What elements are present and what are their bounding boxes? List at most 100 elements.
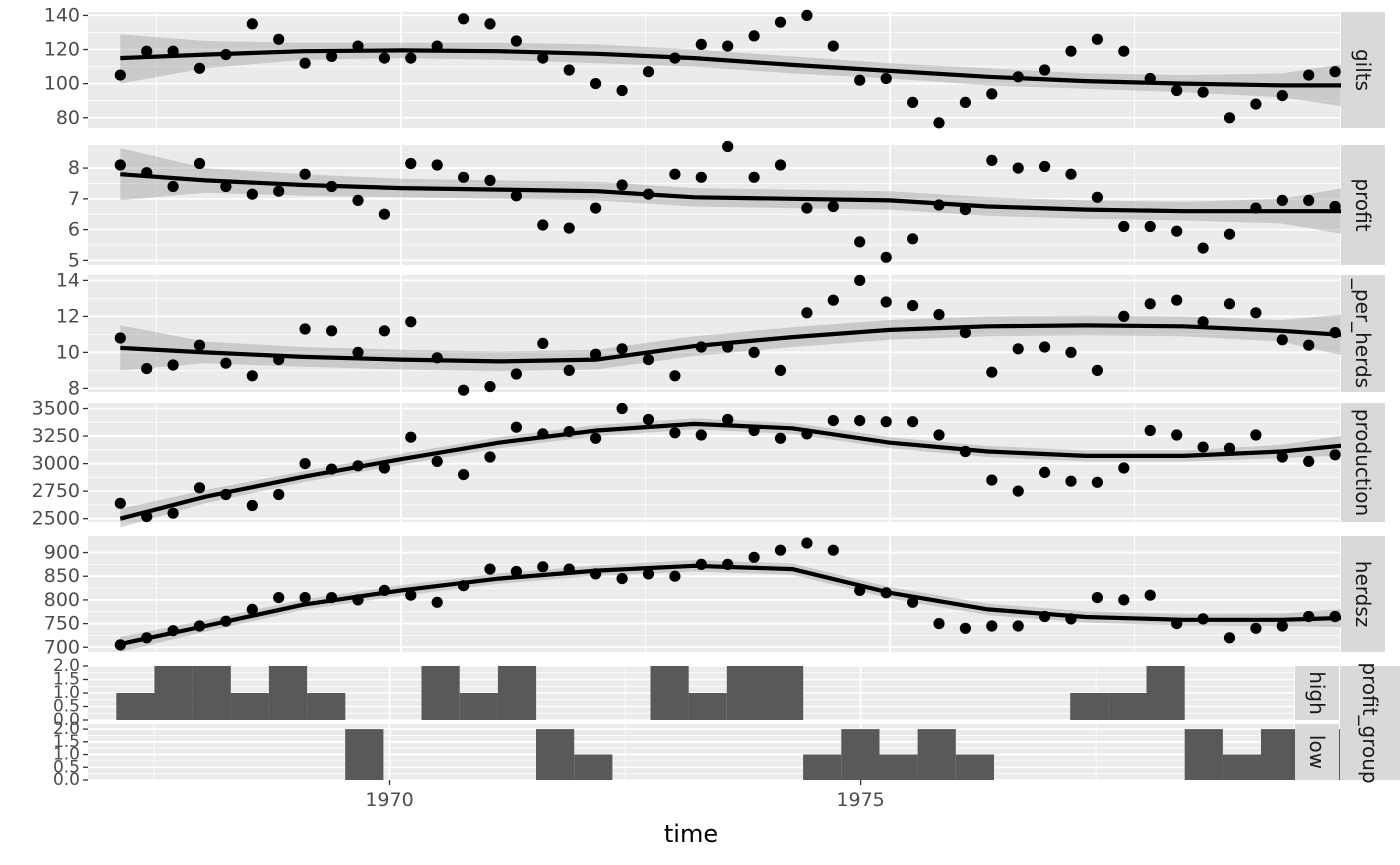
facet-strip [1341,275,1385,392]
data-point [748,30,760,42]
data-point [299,168,311,180]
data-point [405,316,417,328]
data-point [484,174,496,186]
histogram-bar [230,693,269,720]
data-point [1303,339,1315,351]
data-point [722,40,734,52]
data-point [1091,592,1103,604]
data-point [774,159,787,171]
y-tick-label: 1.0 [53,683,80,703]
y-tick-label: 6 [68,219,80,241]
data-point [220,180,232,193]
y-tick-label: 3000 [32,453,80,475]
data-point [986,88,998,100]
data-point [1223,228,1236,240]
data-point [458,384,470,396]
data-point [299,57,311,69]
data-point [774,432,787,444]
smooth-trend-line [120,48,1362,88]
data-point [246,499,258,512]
data-point [933,618,945,630]
data-point [299,323,311,335]
data-point [1197,441,1209,453]
data-point [114,69,126,81]
panel-background [88,12,1340,128]
x-tick-label: 1970 [365,789,413,811]
histogram-bar [841,729,880,780]
data-point [1250,429,1262,441]
data-point [907,96,919,108]
data-point [801,9,813,21]
data-point [959,622,972,634]
data-point [616,179,628,191]
x-tick-label: 1975 [836,789,884,811]
data-point [1303,69,1315,81]
hist-panel-background [88,724,1294,780]
histogram-bar [1261,729,1300,780]
data-point [458,171,470,183]
histogram-bar [650,666,689,720]
histogram-bar [116,693,155,720]
data-point [1250,98,1262,110]
data-point [827,294,839,306]
data-point [114,332,126,344]
data-point [774,16,787,28]
data-point [246,370,258,382]
data-point [1144,298,1156,310]
data-point [642,66,655,78]
data-point [510,35,522,47]
data-point [854,274,866,286]
data-point [537,337,549,349]
histogram-bar [154,666,193,720]
y-tick-label: 900 [44,542,80,564]
data-point [1329,66,1341,78]
facet-strip [1341,403,1385,522]
histogram-bar [765,666,804,720]
facet-strip [1341,12,1385,128]
data-point [193,62,206,74]
data-point [827,40,839,52]
histogram-bar [688,693,727,720]
data-point [326,50,338,63]
x-axis: 1970 1975 [365,780,885,811]
data-point [378,325,390,337]
histogram-bar [307,693,346,720]
data-point [431,596,443,608]
smooth-trend-line [119,421,1362,521]
data-point [774,364,787,376]
data-point [907,416,919,428]
panel-background [88,536,1340,652]
histogram-bar [421,666,460,720]
data-point [1012,343,1024,355]
data-point [669,427,681,439]
histogram-bar [803,754,842,780]
data-point [405,157,417,170]
data-point [1223,298,1236,310]
data-point [986,474,998,486]
data-point [590,432,602,444]
data-point [563,364,575,376]
data-point [1250,307,1262,319]
data-point [801,537,813,549]
data-point [1276,620,1288,632]
data-point [1303,455,1315,467]
data-point [246,188,258,200]
smooth-trend-line [120,323,1362,364]
hist-facet-strip [1295,666,1339,720]
data-point [1197,316,1209,328]
data-point [1039,64,1051,76]
data-point [1171,294,1183,306]
y-tick-label: 1.0 [53,745,80,765]
data-point [642,413,655,426]
data-point [299,458,311,470]
data-point [193,482,206,494]
data-point [801,307,813,319]
data-point [1065,346,1077,358]
data-point [1329,449,1341,461]
data-point [1144,424,1156,437]
data-point [246,18,258,30]
data-point [458,469,470,481]
data-point [378,52,390,64]
data-point [1171,225,1183,237]
chart-panels: 80 100 120 140 gilts 5 6 7 8 profit 8 10 12 14 _per_he… [32,4,1400,790]
